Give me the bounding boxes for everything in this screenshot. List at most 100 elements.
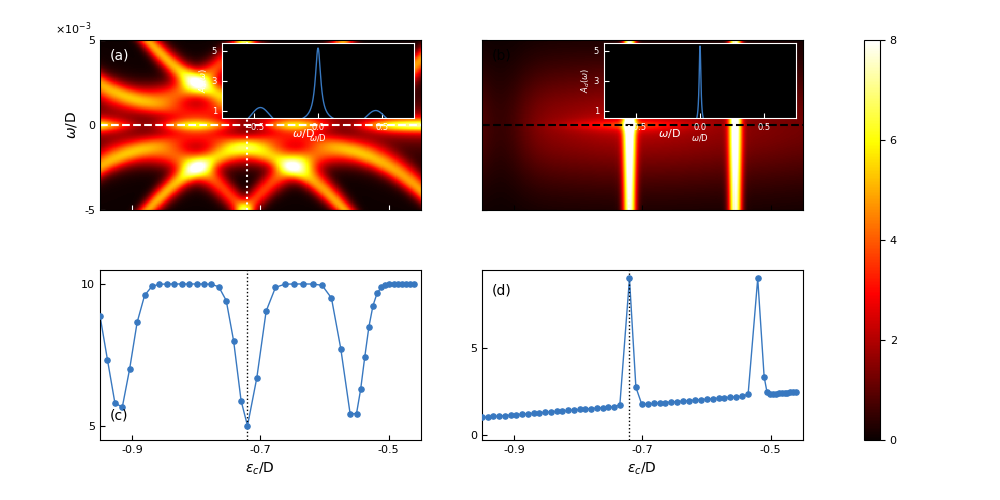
X-axis label: $\epsilon_c$/D: $\epsilon_c$/D — [245, 460, 275, 477]
Text: $\omega$/D: $\omega$/D — [292, 127, 315, 140]
Point — [166, 280, 182, 288]
Point — [233, 396, 249, 404]
Point — [258, 307, 274, 315]
Point — [114, 404, 130, 411]
Point — [595, 404, 611, 411]
Point — [716, 394, 732, 402]
Point — [122, 364, 138, 372]
Point — [277, 280, 293, 288]
Point — [788, 388, 804, 396]
Point — [779, 388, 795, 396]
Point — [357, 353, 373, 361]
Point — [314, 282, 330, 290]
Point — [99, 356, 115, 364]
Point — [226, 337, 242, 345]
Point — [612, 401, 628, 409]
Point — [657, 398, 673, 406]
Point — [774, 389, 790, 397]
Point — [606, 402, 622, 410]
Text: $\omega$/D: $\omega$/D — [658, 127, 681, 140]
Point — [699, 395, 715, 403]
Point — [762, 390, 778, 398]
Point — [159, 280, 175, 288]
Point — [189, 280, 205, 288]
Point — [381, 280, 397, 288]
Point — [174, 280, 190, 288]
Point — [640, 400, 656, 408]
Point — [777, 389, 793, 397]
Point — [369, 289, 385, 297]
Point — [681, 396, 697, 404]
Point — [577, 405, 593, 413]
Point — [406, 280, 422, 288]
Point — [474, 414, 490, 422]
Point — [390, 280, 406, 288]
Point — [765, 390, 781, 398]
Point — [554, 407, 570, 415]
Point — [675, 397, 691, 405]
Point — [520, 410, 536, 418]
Text: (b): (b) — [492, 48, 511, 62]
Point — [377, 281, 393, 289]
Point — [218, 296, 234, 304]
Point — [107, 398, 123, 406]
Point — [621, 274, 637, 282]
Point — [756, 373, 772, 381]
Point — [239, 422, 255, 430]
Point — [572, 406, 588, 413]
Text: $\times 10^{-3}$: $\times 10^{-3}$ — [55, 20, 91, 36]
Point — [771, 390, 787, 398]
Point — [600, 403, 616, 411]
Point — [402, 280, 418, 288]
Text: (d): (d) — [492, 284, 511, 298]
Point — [144, 282, 160, 290]
Point — [514, 410, 530, 418]
Point — [750, 274, 766, 282]
Point — [669, 398, 685, 406]
Point — [92, 312, 108, 320]
Point — [503, 411, 519, 419]
X-axis label: $\epsilon_c$/D: $\epsilon_c$/D — [627, 460, 657, 477]
Point — [480, 413, 496, 421]
Point — [398, 280, 414, 288]
Point — [589, 404, 605, 412]
Point — [249, 374, 265, 382]
Point — [705, 394, 721, 402]
Point — [353, 386, 369, 394]
Point — [491, 412, 507, 420]
Text: (a): (a) — [110, 48, 129, 62]
Point — [785, 388, 801, 396]
Point — [740, 390, 756, 398]
Point — [728, 393, 744, 401]
Point — [267, 284, 283, 292]
Point — [151, 280, 167, 288]
Point — [386, 280, 402, 288]
Point — [333, 344, 349, 352]
Point — [634, 400, 650, 408]
Point — [628, 384, 644, 392]
Point — [361, 323, 377, 331]
Point — [711, 394, 727, 402]
Point — [305, 280, 321, 288]
Point — [365, 302, 381, 310]
Point — [646, 400, 662, 407]
Point — [323, 294, 339, 302]
Point — [497, 412, 513, 420]
Point — [508, 410, 524, 418]
Point — [549, 408, 565, 416]
Point — [583, 404, 599, 412]
Point — [782, 388, 798, 396]
Point — [211, 283, 227, 291]
Point — [295, 280, 311, 288]
Point — [759, 388, 775, 396]
Text: (c): (c) — [110, 409, 128, 423]
Point — [652, 399, 668, 407]
Point — [196, 280, 212, 288]
Point — [734, 392, 750, 400]
Point — [687, 396, 703, 404]
Y-axis label: $\omega$/D: $\omega$/D — [64, 111, 79, 139]
Point — [537, 408, 553, 416]
Point — [543, 408, 559, 416]
Point — [531, 409, 547, 417]
Point — [560, 406, 576, 414]
